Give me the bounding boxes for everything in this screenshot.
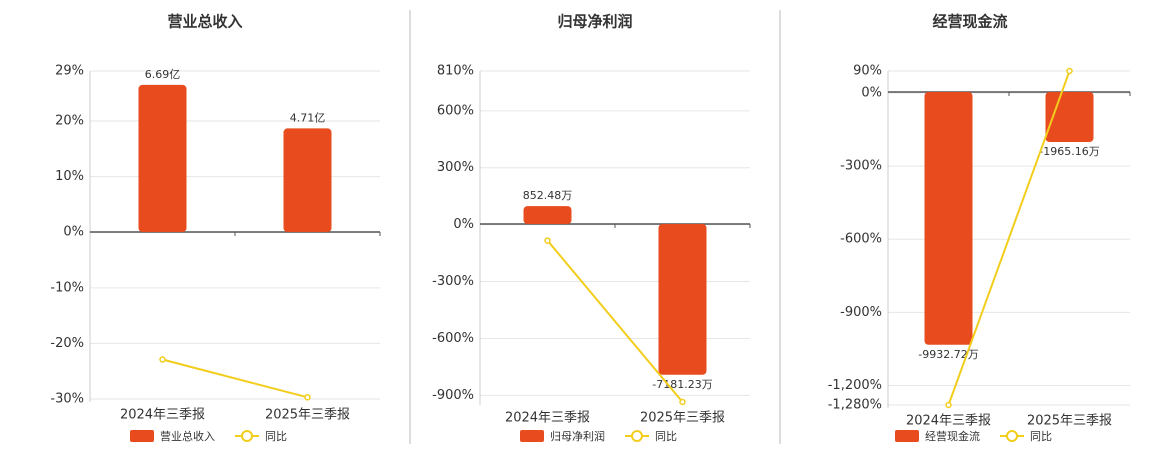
line: [947, 70, 1071, 406]
legend-swatch: [520, 430, 544, 442]
y-tick-label: -20%: [50, 336, 84, 351]
y-tick-label: 600%: [437, 103, 474, 118]
bar: [523, 206, 572, 225]
y-tick-label: -300%: [432, 274, 474, 289]
legend-marker: [1006, 430, 1018, 442]
line: [162, 358, 308, 399]
y-tick-label: 90%: [853, 64, 882, 79]
x-tick-label: 2024年三季报: [906, 414, 991, 429]
bar: [924, 91, 973, 345]
y-tick-label: 10%: [55, 169, 84, 184]
x-tick-label: 2025年三季报: [640, 411, 725, 426]
value-label: 852.48万: [523, 189, 573, 202]
chart-title: 归母净利润: [557, 13, 632, 31]
bar: [658, 224, 707, 375]
value-label: -7181.23万: [652, 378, 712, 391]
y-tick-label: 810%: [437, 64, 474, 79]
line-point: [544, 237, 551, 244]
x-tick-label: 2025年三季报: [265, 408, 350, 423]
y-tick-label: -900%: [840, 305, 882, 320]
chart-title: 经营现金流: [932, 13, 1007, 31]
x-tick-label: 2024年三季报: [505, 411, 590, 426]
y-tick-label: -300%: [840, 159, 882, 174]
x-tick-label: 2025年三季报: [1027, 414, 1112, 429]
legend-marker: [241, 430, 253, 442]
y-tick-label: 29%: [55, 64, 84, 79]
value-label: -1965.16万: [1039, 145, 1099, 158]
legend-label: 经营现金流: [925, 429, 980, 443]
line: [546, 239, 684, 403]
line-point: [304, 394, 311, 401]
legend-label: 归母净利润: [550, 429, 605, 443]
y-tick-label: -10%: [50, 280, 84, 295]
y-tick-label: 300%: [437, 160, 474, 175]
y-tick-label: -900%: [432, 388, 474, 403]
y-tick-label: 0%: [861, 85, 882, 100]
y-tick-label: -600%: [432, 331, 474, 346]
bar: [283, 128, 332, 233]
y-tick-label: 0%: [63, 225, 84, 240]
legend-label: 营业总收入: [160, 429, 215, 443]
legend-label: 同比: [655, 430, 677, 443]
line-point: [945, 401, 952, 409]
value-label: 6.69亿: [145, 68, 181, 81]
y-tick-label: -1,200%: [828, 378, 882, 393]
legend-swatch: [895, 430, 919, 442]
legend-swatch: [130, 430, 154, 442]
legend-label: 同比: [265, 430, 287, 443]
x-tick-label: 2024年三季报: [120, 408, 205, 423]
y-tick-label: 0%: [453, 217, 474, 232]
value-label: -9932.72万: [918, 348, 978, 361]
legend-label: 同比: [1030, 430, 1052, 443]
chart-title: 营业总收入: [167, 13, 242, 31]
legend-marker: [631, 430, 643, 442]
y-tick-label: 20%: [55, 114, 84, 129]
y-tick-label: -1,280%: [828, 398, 882, 413]
line-point: [1066, 67, 1073, 75]
value-label: 4.71亿: [290, 111, 326, 124]
y-tick-label: -600%: [840, 232, 882, 247]
line-point: [679, 398, 686, 406]
bar: [138, 84, 187, 233]
line-point: [159, 356, 166, 363]
y-tick-label: -30%: [50, 392, 84, 407]
